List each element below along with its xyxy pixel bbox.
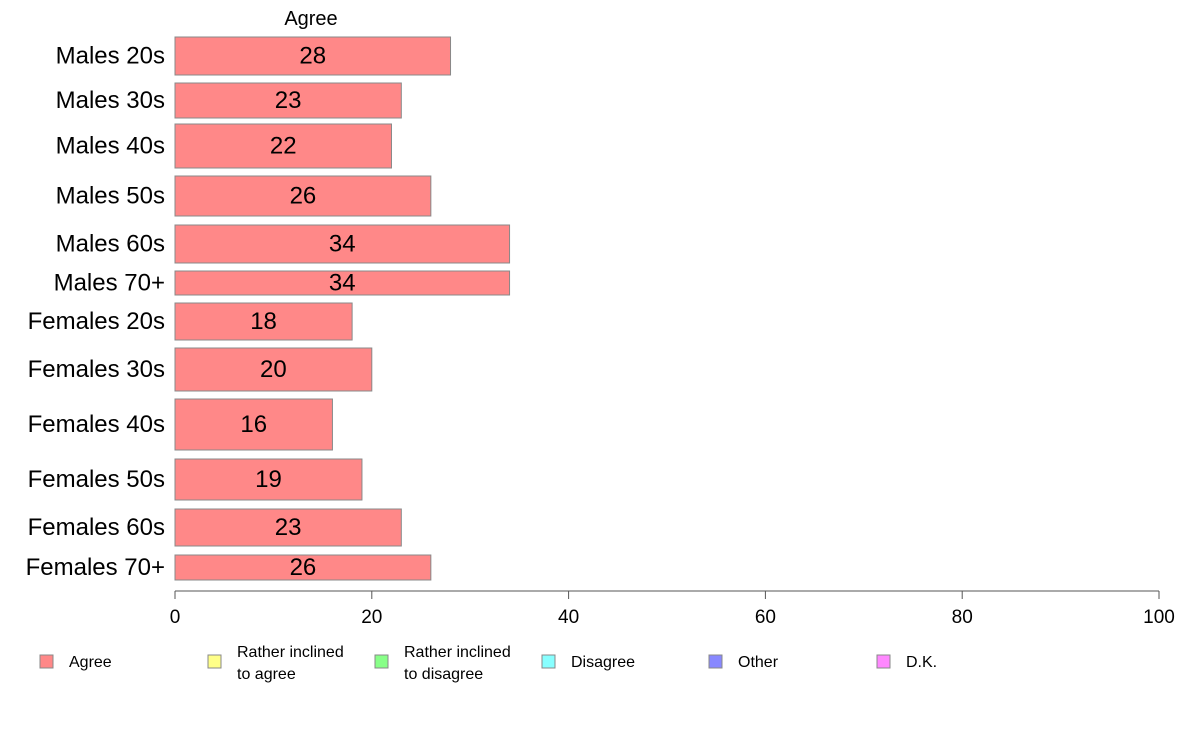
bar	[174, 82, 402, 119]
legend-label: D.K.	[906, 654, 937, 671]
data-label: 23	[275, 514, 302, 541]
data-label: 28	[299, 43, 326, 70]
bar	[174, 302, 353, 341]
category-label: Females 70+	[26, 554, 165, 581]
category-label: Males 40s	[56, 133, 165, 160]
category-label: Males 50s	[56, 183, 165, 210]
legend-swatch	[876, 654, 891, 669]
legend-swatch	[374, 654, 389, 669]
data-label: 16	[240, 411, 267, 438]
category-label: Males 70+	[54, 270, 165, 297]
bar	[174, 554, 432, 581]
data-label: 34	[329, 231, 356, 258]
bar	[174, 458, 363, 501]
legend-label: Disagree	[571, 654, 635, 671]
bar	[174, 123, 392, 169]
data-label: 18	[250, 308, 277, 335]
category-label: Males 30s	[56, 87, 165, 114]
bar	[174, 224, 511, 264]
legend-swatch	[39, 654, 54, 669]
data-label: 22	[270, 133, 297, 160]
series-title: Agree	[284, 8, 337, 30]
x-tick-label: 60	[755, 607, 776, 628]
bar	[174, 36, 452, 76]
x-axis: 0 20 40 60 80 100	[170, 590, 1175, 628]
legend-label: Agree	[69, 654, 112, 671]
legend-label: Other	[738, 654, 779, 671]
legend-label: Rather inclined to disagree	[404, 644, 511, 683]
legend: Agree Rather inclined to agree Rather incli…	[39, 644, 937, 683]
bar	[174, 175, 432, 217]
data-label: 23	[275, 87, 302, 114]
category-label: Females 20s	[28, 308, 165, 335]
legend-swatch	[708, 654, 723, 669]
category-label: Females 50s	[28, 466, 165, 493]
x-tick-label: 100	[1143, 607, 1175, 628]
bar	[174, 508, 402, 547]
data-label: 34	[329, 270, 356, 297]
category-label: Females 60s	[28, 514, 165, 541]
legend-label: Rather inclined to agree	[237, 644, 344, 683]
x-tick-label: 40	[558, 607, 579, 628]
category-label: Females 30s	[28, 356, 165, 383]
legend-swatch	[541, 654, 556, 669]
bar	[174, 270, 511, 296]
category-label: Males 60s	[56, 231, 165, 258]
data-label: 26	[290, 183, 317, 210]
bar	[174, 347, 373, 392]
data-label: 19	[255, 466, 282, 493]
bar	[174, 398, 333, 451]
data-label: 20	[260, 356, 287, 383]
x-tick-label: 0	[170, 607, 181, 628]
category-label: Females 40s	[28, 411, 165, 438]
category-label: Males 20s	[56, 43, 165, 70]
data-label: 26	[290, 554, 317, 581]
bars-group: Males 20s 28 Males 30s 23 Males 40s 22 Males 5…	[26, 36, 511, 581]
x-tick-label: 20	[361, 607, 382, 628]
legend-swatch	[207, 654, 222, 669]
x-tick-label: 80	[952, 607, 973, 628]
